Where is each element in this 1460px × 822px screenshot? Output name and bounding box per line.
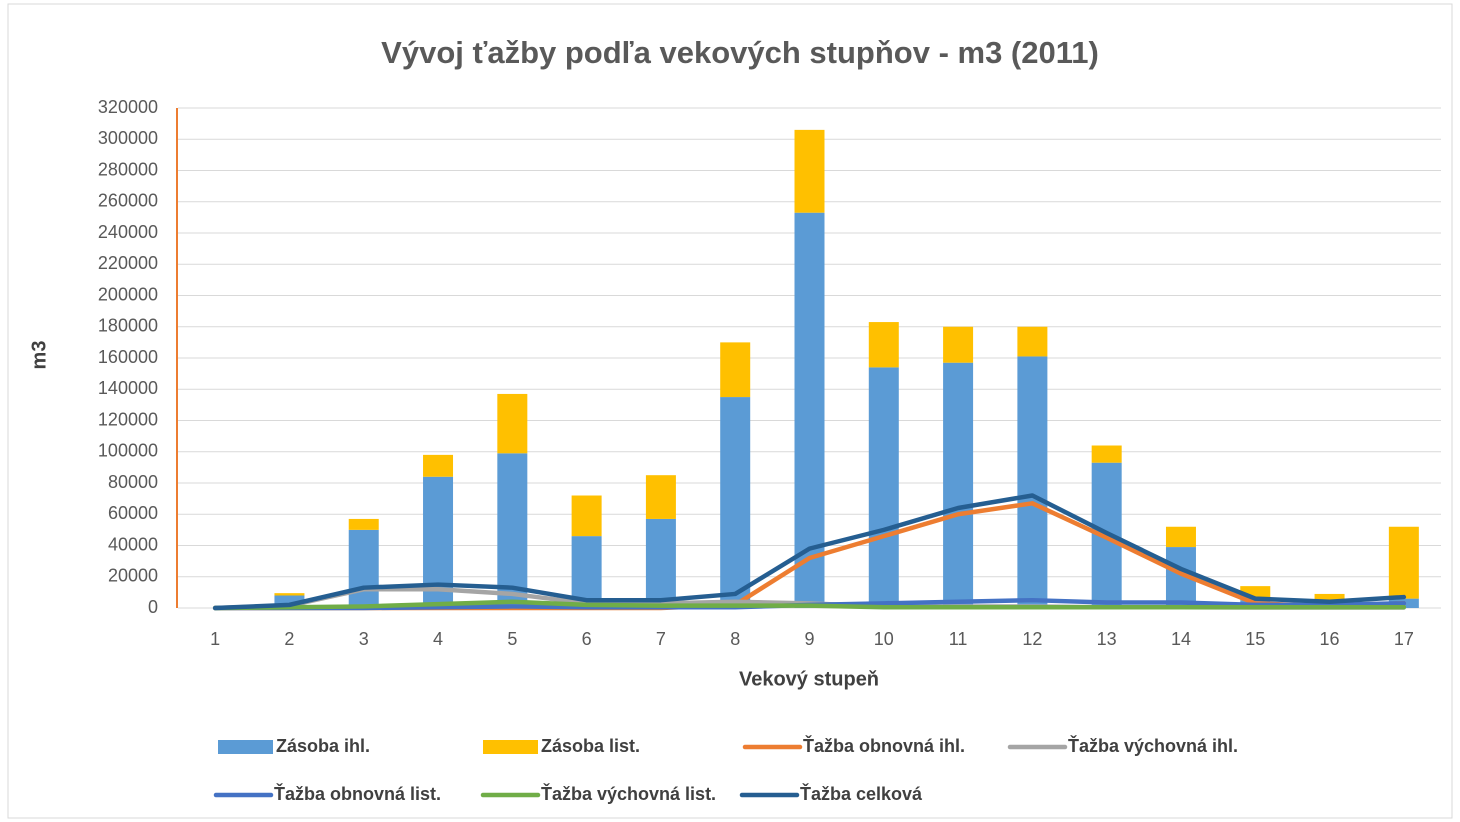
y-tick-label: 180000 xyxy=(98,316,158,336)
bar xyxy=(794,212,825,608)
legend-swatch xyxy=(483,740,538,754)
y-tick-label: 140000 xyxy=(98,378,158,398)
legend-label: Ťažba obnovná ihl. xyxy=(803,735,965,756)
x-axis-label: Vekový stupeň xyxy=(739,668,879,690)
bar xyxy=(720,397,751,608)
y-tick-label: 20000 xyxy=(108,566,158,586)
x-tick-label: 14 xyxy=(1171,629,1191,649)
x-tick-label: 10 xyxy=(874,629,894,649)
bar xyxy=(348,529,379,608)
bar xyxy=(943,326,974,363)
bar xyxy=(571,495,602,537)
y-tick-label: 320000 xyxy=(98,97,158,117)
line xyxy=(212,599,1407,611)
x-tick-label: 4 xyxy=(433,629,443,649)
y-tick-label: 120000 xyxy=(98,409,158,429)
y-tick-label: 220000 xyxy=(98,253,158,273)
x-tick-label: 7 xyxy=(656,629,666,649)
bar xyxy=(1314,593,1345,604)
bar xyxy=(571,536,602,608)
bar xyxy=(1091,445,1122,463)
legend-label: Ťažba výchovná ihl. xyxy=(1068,735,1238,756)
y-tick-label: 160000 xyxy=(98,347,158,367)
bar xyxy=(274,593,305,596)
x-tick-label: 17 xyxy=(1394,629,1414,649)
bar xyxy=(497,393,528,454)
bar xyxy=(794,129,825,213)
x-tick-label: 9 xyxy=(804,629,814,649)
bar xyxy=(868,367,899,608)
y-tick-label: 80000 xyxy=(108,472,158,492)
legend-label: Zásoba list. xyxy=(541,736,640,756)
bar xyxy=(1017,326,1048,357)
y-tick-label: 100000 xyxy=(98,441,158,461)
bar xyxy=(720,342,751,398)
legend-swatch xyxy=(218,740,273,754)
y-axis-label: m3 xyxy=(28,341,50,370)
bar xyxy=(497,453,528,608)
legend-label: Ťažba výchovná list. xyxy=(541,783,716,804)
bar xyxy=(645,518,676,608)
bar xyxy=(348,518,379,530)
y-tick-label: 300000 xyxy=(98,128,158,148)
y-tick-label: 40000 xyxy=(108,534,158,554)
bar xyxy=(1388,526,1419,599)
legend-label: Ťažba celková xyxy=(800,783,923,804)
x-tick-label: 15 xyxy=(1245,629,1265,649)
y-tick-label: 60000 xyxy=(108,503,158,523)
y-tick-label: 240000 xyxy=(98,222,158,242)
bar xyxy=(868,322,899,368)
x-tick-label: 13 xyxy=(1097,629,1117,649)
line xyxy=(212,493,1407,611)
x-tick-label: 16 xyxy=(1320,629,1340,649)
bar xyxy=(943,362,974,608)
x-tick-label: 12 xyxy=(1022,629,1042,649)
bar xyxy=(1017,356,1048,608)
chart-title: Vývoj ťažby podľa vekových stupňov - m3 … xyxy=(381,35,1099,70)
x-tick-label: 2 xyxy=(284,629,294,649)
x-tick-label: 8 xyxy=(730,629,740,649)
y-tick-label: 260000 xyxy=(98,191,158,211)
bar xyxy=(1165,526,1196,548)
x-tick-label: 6 xyxy=(582,629,592,649)
bar xyxy=(423,454,454,477)
y-tick-label: 200000 xyxy=(98,284,158,304)
x-tick-label: 5 xyxy=(507,629,517,649)
y-tick-label: 0 xyxy=(148,597,158,617)
x-tick-label: 11 xyxy=(949,629,968,649)
bar xyxy=(645,475,676,519)
legend-label: Zásoba ihl. xyxy=(276,736,370,756)
x-tick-label: 3 xyxy=(359,629,369,649)
y-tick-label: 280000 xyxy=(98,159,158,179)
legend-label: Ťažba obnovná list. xyxy=(274,783,441,804)
x-tick-label: 1 xyxy=(210,629,220,649)
